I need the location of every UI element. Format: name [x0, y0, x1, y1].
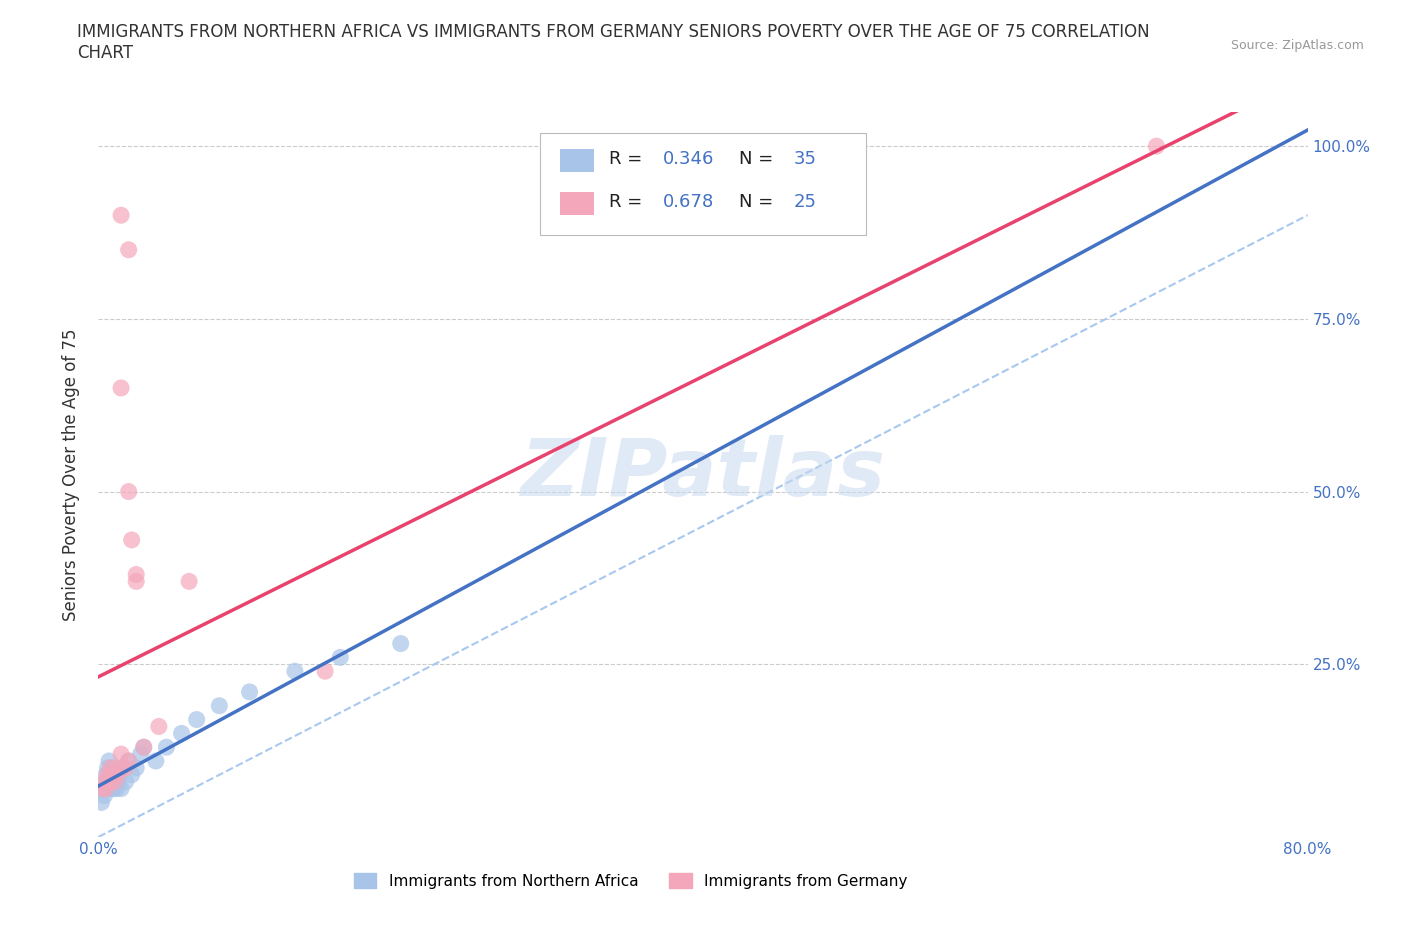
Point — [110, 207, 132, 222]
Point — [114, 761, 136, 776]
Point — [105, 781, 128, 796]
Point — [125, 574, 148, 589]
Text: 0.678: 0.678 — [664, 193, 714, 211]
Point — [98, 753, 121, 768]
Text: ZIPatlas: ZIPatlas — [520, 435, 886, 513]
Point — [111, 761, 134, 776]
Point — [179, 574, 201, 589]
Point — [208, 698, 231, 713]
Point — [103, 767, 125, 782]
Point — [96, 761, 118, 776]
Point — [105, 761, 128, 776]
Point — [170, 726, 193, 741]
Point — [110, 781, 132, 796]
Point — [96, 767, 118, 782]
Point — [132, 739, 155, 754]
Point — [91, 781, 114, 796]
Text: 35: 35 — [793, 150, 817, 167]
Point — [107, 775, 129, 790]
Point — [94, 767, 117, 782]
Point — [284, 664, 307, 679]
Point — [118, 753, 141, 768]
Point — [98, 775, 121, 790]
Text: R =: R = — [609, 193, 648, 211]
Y-axis label: Seniors Poverty Over the Age of 75: Seniors Poverty Over the Age of 75 — [62, 328, 80, 620]
Point — [103, 775, 125, 790]
Point — [110, 747, 132, 762]
Point — [94, 775, 117, 790]
Text: IMMIGRANTS FROM NORTHERN AFRICA VS IMMIGRANTS FROM GERMANY SENIORS POVERTY OVER : IMMIGRANTS FROM NORTHERN AFRICA VS IMMIG… — [77, 23, 1150, 62]
Bar — [561, 149, 595, 172]
Point — [314, 664, 336, 679]
Point — [125, 761, 148, 776]
Text: R =: R = — [609, 150, 648, 167]
Point — [107, 767, 129, 782]
Point — [118, 485, 141, 499]
Point — [389, 636, 412, 651]
Text: N =: N = — [740, 150, 779, 167]
Point — [239, 684, 262, 699]
Point — [155, 739, 177, 754]
Point — [118, 753, 141, 768]
Point — [91, 781, 114, 796]
Point — [121, 533, 143, 548]
Point — [104, 775, 127, 790]
Point — [1144, 139, 1167, 153]
Text: 0.346: 0.346 — [664, 150, 714, 167]
Point — [132, 739, 155, 754]
Point — [186, 712, 208, 727]
Point — [148, 719, 170, 734]
Bar — [561, 193, 595, 216]
Legend: Immigrants from Northern Africa, Immigrants from Germany: Immigrants from Northern Africa, Immigra… — [347, 867, 914, 895]
Point — [93, 775, 115, 790]
Point — [104, 767, 127, 782]
Point — [90, 795, 112, 810]
Point — [110, 380, 132, 395]
Point — [114, 775, 136, 790]
Point — [98, 775, 121, 790]
Point — [100, 761, 122, 776]
Point — [101, 761, 124, 776]
Point — [118, 243, 141, 258]
Point — [121, 767, 143, 782]
Point — [100, 767, 122, 782]
FancyBboxPatch shape — [540, 133, 866, 235]
Point — [129, 747, 152, 762]
Point — [329, 650, 352, 665]
Point — [96, 781, 118, 796]
Point — [100, 781, 122, 796]
Point — [125, 567, 148, 582]
Point — [103, 781, 125, 796]
Point — [108, 767, 131, 782]
Point — [93, 788, 115, 803]
Text: Source: ZipAtlas.com: Source: ZipAtlas.com — [1230, 39, 1364, 52]
Text: 25: 25 — [793, 193, 817, 211]
Point — [94, 781, 117, 796]
Point — [145, 753, 167, 768]
Text: N =: N = — [740, 193, 779, 211]
